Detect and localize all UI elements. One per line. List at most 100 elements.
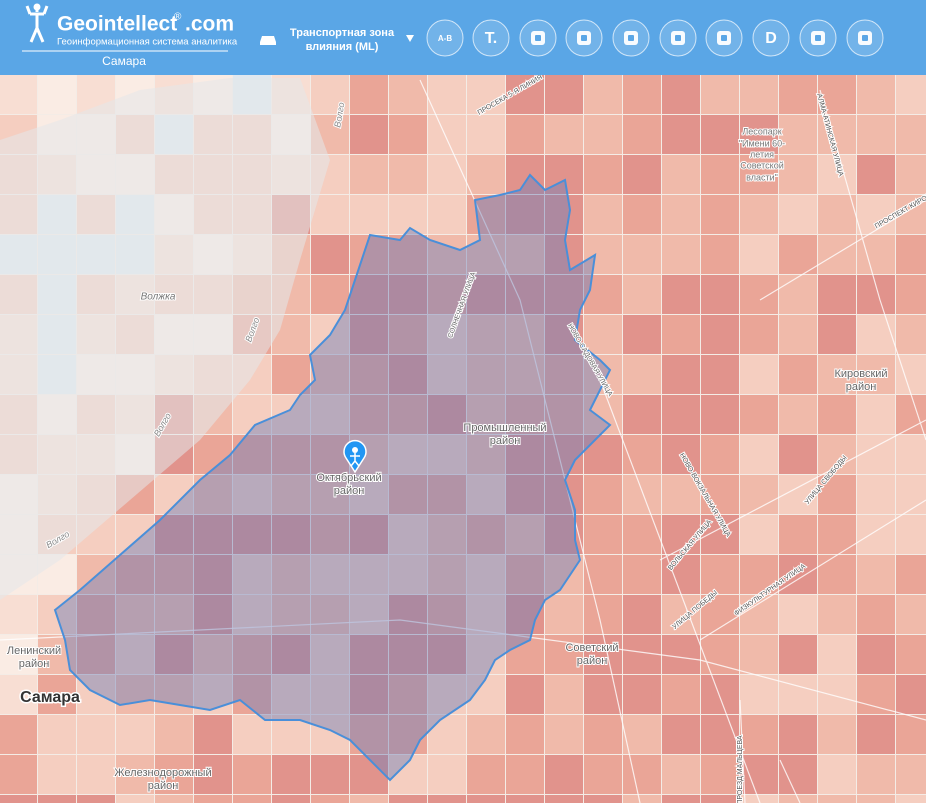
heat-cell [857,555,895,594]
heat-cell [428,715,466,754]
heat-cell [818,235,856,274]
map-label: Волжка [141,292,176,303]
map-label: район [846,381,877,393]
map-label: ПРОЕЗД МАЛЬЦЕВА [737,735,744,803]
heat-cell [467,435,505,474]
heat-cell [350,395,388,434]
heat-cell [545,75,583,114]
heat-cell [584,755,622,794]
heat-cell [194,795,232,803]
heat-cell [116,555,154,594]
heat-cell [857,195,895,234]
heat-cell [779,635,817,674]
heat-cell [389,795,427,803]
heat-cell [428,355,466,394]
heat-cell [701,195,739,234]
heat-cell [272,515,310,554]
heat-cell [350,595,388,634]
heat-cell [389,675,427,714]
heat-cell [818,355,856,394]
heat-cell [467,275,505,314]
heat-cell [896,275,926,314]
heat-cell [740,715,778,754]
map-label: власти" [746,172,778,182]
heat-cell [77,795,115,803]
toolbar: A-B T. D [426,19,884,57]
heat-cell [584,195,622,234]
heat-cell [623,315,661,354]
tool-button[interactable] [846,19,884,57]
tool-button[interactable]: A-B [426,19,464,57]
heat-cell [896,595,926,634]
heat-cell [194,435,232,474]
heat-cell [155,675,193,714]
heat-cell [740,595,778,634]
tool-glyph-inner [862,35,868,41]
heat-cell [857,595,895,634]
heat-cell [428,515,466,554]
logo-suffix: .com [185,13,234,36]
heat-cell [311,715,349,754]
heat-cell [389,155,427,194]
heat-cell [350,155,388,194]
heat-cell [740,115,778,154]
heat-cell [857,435,895,474]
heat-cell [467,755,505,794]
heat-cell [545,755,583,794]
heat-cell [116,635,154,674]
heat-cell [389,75,427,114]
tool-button[interactable] [612,19,650,57]
heat-cell [38,795,76,803]
heat-cell [506,555,544,594]
tool-button[interactable]: T. [472,19,510,57]
heat-cell [857,475,895,514]
tool-button[interactable] [799,19,837,57]
heat-cell [155,755,193,794]
heat-cell [818,475,856,514]
heat-cell [779,315,817,354]
heat-cell [350,235,388,274]
heat-cell [857,75,895,114]
heat-cell [584,395,622,434]
location-marker[interactable] [343,439,367,474]
tool-button[interactable] [565,19,603,57]
heat-cell [77,755,115,794]
heat-cell [194,475,232,514]
tool-button[interactable] [705,19,743,57]
heat-cell [662,155,700,194]
tool-button[interactable] [659,19,697,57]
heat-cell [311,795,349,803]
heat-cell [545,195,583,234]
heat-cell [623,795,661,803]
map-label: "Имени 60- [739,138,785,148]
heat-cell [623,235,661,274]
heat-cell [155,795,193,803]
heat-cell [740,155,778,194]
heat-cell [350,755,388,794]
heat-cell [506,275,544,314]
map-label: район [577,655,608,667]
logo[interactable]: Geointellect .com ® Геоинформационная си… [22,3,238,69]
heat-cell [818,395,856,434]
heat-cell [506,395,544,434]
heat-cell [350,555,388,594]
tool-circle [752,19,790,57]
heat-cell [896,795,926,803]
layer-select[interactable]: Транспортная зона влияния (ML) [260,27,414,53]
heat-cell [389,315,427,354]
heat-cell [0,715,37,754]
heat-cell [857,155,895,194]
heat-cell [701,315,739,354]
heat-cell [467,195,505,234]
heat-cell [662,715,700,754]
tool-button[interactable]: D [752,19,790,57]
heat-cell [701,275,739,314]
heat-cell [428,275,466,314]
tool-button[interactable] [519,19,557,57]
tool-glyph-inner [581,35,587,41]
heat-cell [467,75,505,114]
heat-cell [701,555,739,594]
heat-cell [857,755,895,794]
heat-cell [545,555,583,594]
